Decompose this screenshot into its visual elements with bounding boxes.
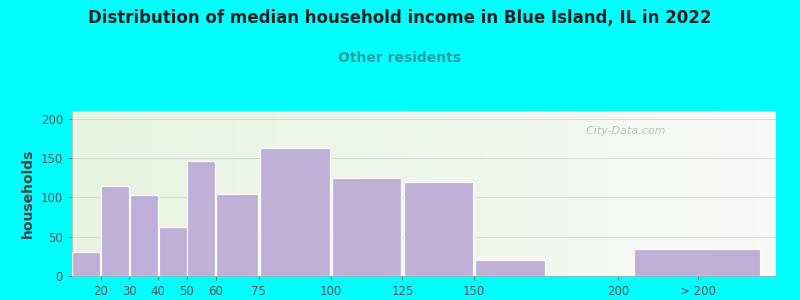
Bar [475,260,545,276]
Bar [73,252,100,276]
Bar [260,148,330,276]
Bar [216,194,258,276]
Text: Distribution of median household income in Blue Island, IL in 2022: Distribution of median household income … [88,9,712,27]
Bar [332,178,402,276]
Bar [158,226,186,276]
Y-axis label: households: households [21,149,35,238]
Text: City-Data.com: City-Data.com [579,126,666,136]
Bar [403,182,474,276]
Bar [130,195,158,276]
Bar [634,248,760,276]
Text: Other residents: Other residents [338,51,462,65]
Bar [187,160,215,276]
Bar [101,186,129,276]
